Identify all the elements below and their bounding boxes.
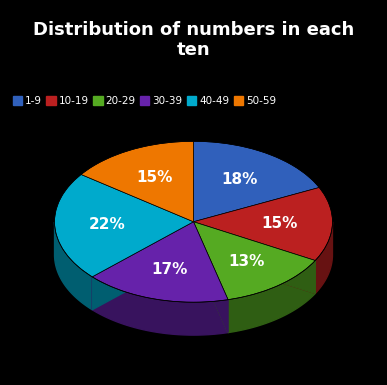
Polygon shape (92, 222, 194, 310)
Text: Distribution of numbers in each
ten: Distribution of numbers in each ten (33, 21, 354, 59)
Polygon shape (194, 222, 228, 333)
Polygon shape (92, 222, 228, 302)
Text: 22%: 22% (89, 218, 126, 233)
Polygon shape (228, 261, 315, 333)
Text: 18%: 18% (221, 172, 258, 187)
Polygon shape (194, 222, 315, 293)
Polygon shape (81, 141, 194, 222)
Text: 15%: 15% (262, 216, 298, 231)
Polygon shape (194, 222, 315, 293)
Polygon shape (92, 277, 228, 335)
Polygon shape (194, 141, 319, 222)
Polygon shape (194, 222, 228, 333)
Text: 15%: 15% (136, 170, 173, 185)
Polygon shape (55, 174, 194, 277)
Polygon shape (92, 222, 194, 310)
Ellipse shape (55, 174, 332, 335)
Text: 17%: 17% (151, 262, 188, 277)
Polygon shape (194, 187, 332, 261)
Text: 13%: 13% (228, 254, 264, 269)
Polygon shape (194, 222, 315, 300)
Legend: 1-9, 10-19, 20-29, 30-39, 40-49, 50-59: 1-9, 10-19, 20-29, 30-39, 40-49, 50-59 (9, 92, 280, 110)
Polygon shape (55, 222, 92, 310)
Polygon shape (315, 222, 332, 293)
